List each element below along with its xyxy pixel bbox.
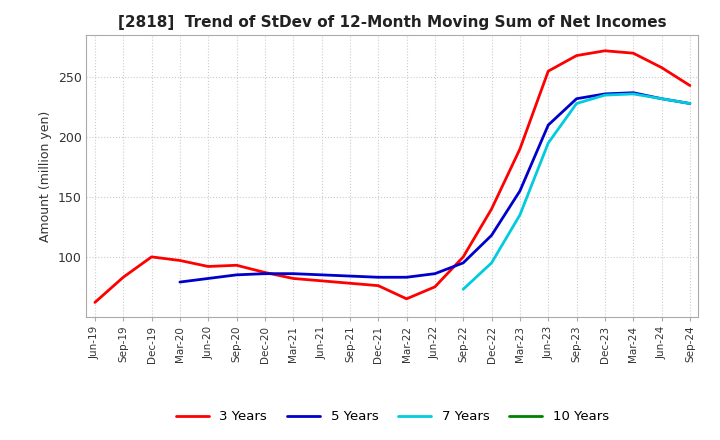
3 Years [289,276,297,281]
3 Years [374,283,382,288]
3 Years [657,65,666,70]
3 Years [459,254,467,260]
3 Years [261,270,269,275]
7 Years [572,101,581,106]
3 Years [346,281,354,286]
7 Years [459,286,467,292]
3 Years [318,278,326,283]
3 Years [402,296,411,301]
5 Years [402,275,411,280]
5 Years [261,271,269,276]
5 Years [318,272,326,278]
Line: 5 Years: 5 Years [180,93,690,282]
Line: 7 Years: 7 Years [463,94,690,289]
5 Years [431,271,439,276]
7 Years [629,91,637,96]
3 Years [148,254,156,260]
Title: [2818]  Trend of StDev of 12-Month Moving Sum of Net Incomes: [2818] Trend of StDev of 12-Month Moving… [118,15,667,30]
3 Years [572,53,581,58]
5 Years [459,260,467,265]
5 Years [176,279,184,285]
Y-axis label: Amount (million yen): Amount (million yen) [39,110,52,242]
3 Years [685,83,694,88]
5 Years [629,90,637,95]
5 Years [204,276,212,281]
3 Years [431,284,439,290]
7 Years [516,213,524,218]
5 Years [544,122,552,128]
3 Years [176,258,184,263]
3 Years [544,69,552,74]
3 Years [516,147,524,152]
7 Years [657,96,666,101]
7 Years [544,140,552,146]
5 Years [487,233,496,238]
5 Years [572,96,581,101]
5 Years [289,271,297,276]
5 Years [374,275,382,280]
7 Years [487,260,496,265]
7 Years [685,101,694,106]
3 Years [204,264,212,269]
Legend: 3 Years, 5 Years, 7 Years, 10 Years: 3 Years, 5 Years, 7 Years, 10 Years [171,405,614,429]
5 Years [233,272,241,278]
3 Years [600,48,609,53]
5 Years [657,96,666,101]
3 Years [629,51,637,56]
3 Years [487,206,496,212]
3 Years [233,263,241,268]
3 Years [91,300,99,305]
3 Years [119,275,127,280]
5 Years [516,188,524,194]
5 Years [346,273,354,279]
5 Years [600,91,609,96]
7 Years [600,92,609,98]
Line: 3 Years: 3 Years [95,51,690,302]
5 Years [685,101,694,106]
